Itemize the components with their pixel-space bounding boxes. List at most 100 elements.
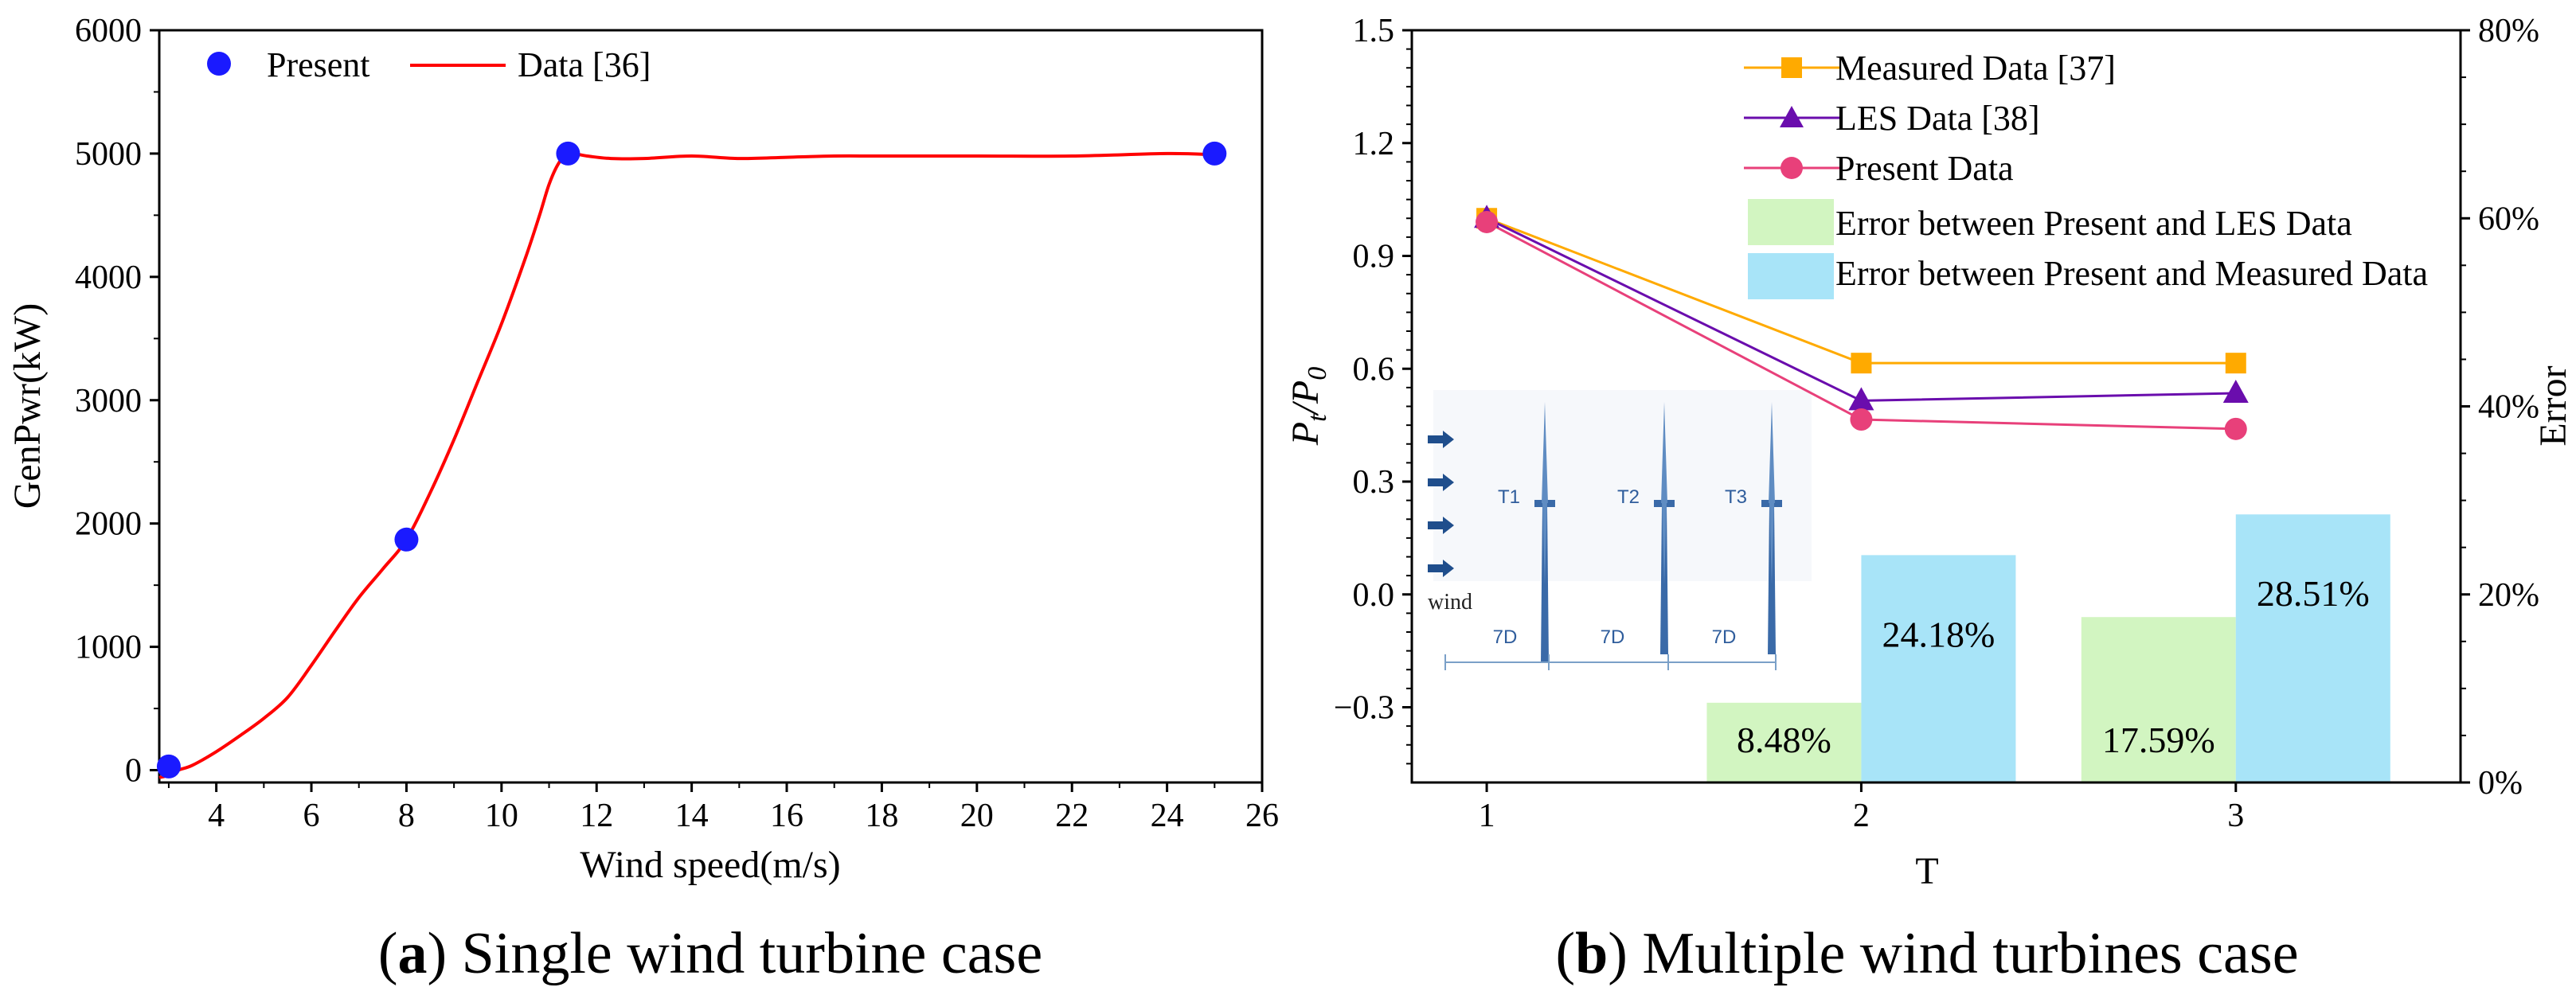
legend-present-marker [207,52,231,76]
wind-arrows [1428,431,1454,577]
x-tick-label: 2 [1853,798,1870,834]
error-les-bar-label: 17.59% [2102,720,2215,760]
error-les-bar [2081,617,2236,782]
y2-tick-label: 20% [2478,577,2539,614]
y-tick-label: 2000 [75,506,142,543]
x-tick-label: 8 [398,798,415,834]
y-tick-label: 5000 [75,136,142,173]
error-les-bar [1706,702,1862,782]
wind-arrow-icon [1428,517,1454,534]
turbine-blade-top [1661,402,1667,503]
les-point [1848,387,1874,411]
panel-b-caption: (b) Multiple wind turbines case [1555,921,2298,986]
y2-tick-label: 0% [2478,765,2523,802]
panel-a-legend: Present Data [36] [207,45,651,84]
present-point [2224,417,2247,440]
legend-present-marker [1781,157,1803,179]
x-tick-label: 26 [1245,798,1279,834]
legend-present-label: Present [267,45,370,84]
schematic-spacing-1: 7D [1493,626,1518,648]
turbine-blade-bottom [1769,503,1774,585]
y-tick-label: 3000 [75,383,142,420]
legend-error-les-swatch [1748,199,1834,245]
panel-a-plot-frame [158,29,1264,784]
turbine-label: T1 [1498,486,1520,508]
y-tick-label: 1.5 [1353,13,1395,49]
panel-b-y2-label: Error [2532,365,2574,446]
legend-measured-label: Measured Data [37] [1835,49,2116,88]
turbine-label: T2 [1617,486,1640,508]
y-tick-label: 0.6 [1353,351,1395,388]
legend-present-data-label: Present Data [1835,149,2014,188]
measured-point [1851,353,1872,374]
panel-b-chart: 8.48%24.18%17.59%28.51% wind T1 T2 T3 7D 7… [1284,13,2574,986]
legend-error-measured-label: Error between Present and Measured Data [1835,254,2428,293]
x-tick-label: 14 [675,798,709,834]
measured-point [2225,353,2246,374]
panel-a-x-label: Wind speed(m/s) [580,844,840,886]
panel-a-caption-letter: a [397,921,427,986]
x-tick-label: 18 [865,798,898,834]
y-tick-label: 0.3 [1353,464,1395,501]
legend-les-label: LES Data [38] [1835,99,2040,138]
panel-b-y-label: Pt/P0 [1284,367,1332,446]
turbine-1-icon: T1 [1498,402,1555,662]
x-tick-label: 3 [2227,798,2244,834]
x-tick-label: 1 [1479,798,1495,834]
y-tick-label: 4000 [75,260,142,296]
panel-a-y-label: GenPwr(kW) [6,303,49,509]
present-point [1476,210,1499,233]
turbine-label: T3 [1725,486,1747,508]
wind-arrow-icon [1428,474,1454,491]
y-tick-label: 1000 [75,630,142,666]
schematic-wind-label: wind [1428,590,1472,615]
panel-a-chart: 4 6 8 10 12 14 16 18 20 22 24 26 0 1000 2000 3000 4000 50… [6,13,1279,986]
present-point [556,141,580,166]
wind-arrow-icon [1428,431,1454,448]
error-measured-bar-label: 24.18% [1882,614,1996,654]
x-tick-label: 24 [1151,798,1184,834]
y2-tick-label: 40% [2478,389,2539,426]
turbine-blade-top [1542,402,1548,503]
panel-a-caption-text: Single wind turbine case [447,921,1042,986]
x-tick-label: 16 [770,798,803,834]
y2-tick-label: 80% [2478,13,2539,49]
legend-les-marker [1780,106,1804,127]
y-tick-label: 0 [125,753,142,790]
legend-data36-label: Data [36] [518,45,651,84]
x-tick-label: 10 [485,798,518,834]
present-point [1202,141,1227,166]
present-point [394,527,419,552]
wind-arrow-icon [1428,560,1454,577]
y-tick-label: −0.3 [1334,690,1394,727]
error-measured-bar-label: 28.51% [2257,573,2370,614]
y-tick-label: 1.2 [1353,126,1395,162]
y-tick-label: 0.9 [1353,239,1395,275]
x-tick-label: 22 [1055,798,1089,834]
les-point [2222,379,2249,403]
panel-b-caption-text: Multiple wind turbines case [1628,921,2299,986]
y2-tick-label: 60% [2478,201,2539,237]
legend-error-les-label: Error between Present and LES Data [1835,204,2352,243]
turbine-blade-top [1769,402,1775,503]
x-tick-label: 20 [960,798,994,834]
turbine-3-icon: T3 [1725,402,1782,654]
turbine-blade-bottom [1662,503,1667,585]
turbine-blade-bottom [1542,503,1547,585]
y-tick-label: 0.0 [1353,577,1395,614]
x-tick-label: 6 [303,798,320,834]
panel-b-caption-letter: b [1575,921,1608,986]
present-point [1850,408,1873,431]
error-measured-bar [2235,514,2390,782]
error-measured-bar [1861,555,2016,782]
x-tick-label: 12 [580,798,613,834]
error-les-bar-label: 8.48% [1737,720,1831,760]
present-point [156,754,181,779]
legend-error-measured-swatch [1748,253,1834,299]
x-tick-label: 4 [208,798,225,834]
turbine-2-icon: T2 [1617,402,1675,654]
panel-b-legend: Measured Data [37] LES Data [38] Present… [1744,49,2428,299]
wind-farm-schematic: wind T1 T2 T3 7D 7D 7D [1428,390,1812,670]
panel-b-x-label: T [1915,850,1938,892]
